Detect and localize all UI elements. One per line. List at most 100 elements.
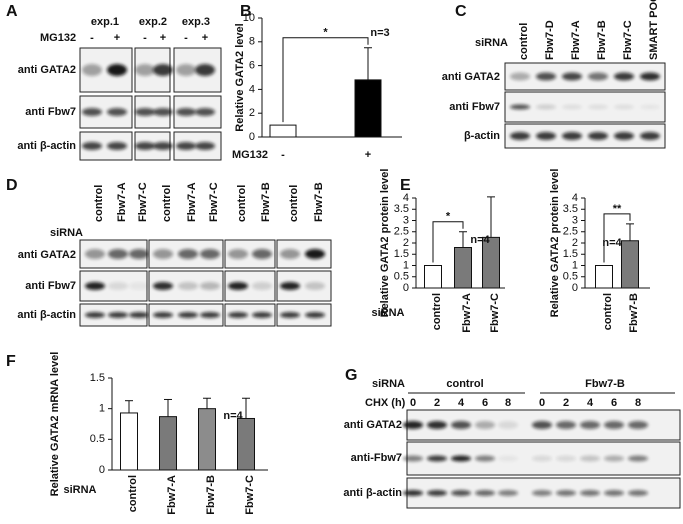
band (536, 72, 556, 81)
experiment-label: exp.3 (182, 16, 210, 28)
band (427, 455, 447, 462)
band (153, 64, 173, 76)
band (562, 72, 582, 81)
band (153, 142, 173, 150)
band (305, 312, 325, 318)
band (178, 282, 198, 290)
band (85, 312, 105, 318)
y-tick-label: 0 (572, 282, 578, 294)
y-axis-title: Relative GATA2 mRNA level (49, 352, 61, 497)
chx-label: CHX (h) (365, 397, 406, 409)
time-label: 4 (587, 397, 594, 409)
bar (621, 240, 639, 289)
lane-label: - (90, 32, 94, 44)
band (305, 282, 325, 290)
x-axis-title: siRNA (63, 484, 96, 496)
lane-label: + (114, 32, 120, 44)
row-label: anti Fbw7 (25, 280, 76, 292)
y-tick-label: 0 (99, 464, 105, 476)
lane-label: Fbw7-A (570, 20, 582, 60)
row-label: anti β-actin (17, 309, 76, 321)
band (153, 108, 173, 116)
lane-label: control (161, 185, 173, 222)
note: n=4 (602, 237, 622, 249)
band (536, 104, 556, 110)
band (107, 142, 127, 150)
lane-label: Fbw7-B (260, 182, 272, 222)
row-label: anti GATA2 (18, 64, 76, 76)
y-tick-label: 4 (572, 192, 578, 204)
error-bar (125, 400, 133, 413)
band (129, 249, 149, 259)
band (556, 490, 576, 496)
bar (595, 265, 613, 289)
band (85, 249, 105, 259)
category-label: + (365, 149, 371, 161)
band (588, 72, 608, 81)
band (532, 455, 552, 462)
y-tick-label: 1.5 (563, 248, 578, 260)
band (178, 312, 198, 318)
y-tick-label: 3 (403, 214, 409, 226)
blot-strip (276, 303, 332, 327)
time-label: 8 (505, 397, 511, 409)
band (536, 132, 556, 140)
band (510, 104, 530, 110)
band (498, 421, 518, 429)
y-tick-label: 10 (243, 12, 255, 24)
band (556, 421, 576, 429)
band (532, 490, 552, 496)
y-tick-label: 0.5 (90, 433, 105, 445)
y-axis-title: Relative GATA2 level (234, 23, 246, 131)
band (510, 132, 530, 140)
time-label: 2 (434, 397, 440, 409)
y-tick-label: 2.5 (394, 226, 409, 238)
category-label: Fbw7-A (166, 475, 178, 515)
band (305, 249, 325, 259)
lane-label: Fbw7-B (596, 20, 608, 60)
band (135, 64, 155, 76)
row-label: anti β-actin (17, 140, 76, 152)
bar (424, 265, 442, 289)
band (604, 490, 624, 496)
band (403, 421, 423, 429)
lane-label: Fbw7-C (137, 182, 149, 222)
band (628, 421, 648, 429)
note: n=3 (370, 27, 389, 39)
band (614, 132, 634, 140)
band (228, 282, 248, 290)
lane-label: + (160, 32, 166, 44)
band (604, 455, 624, 462)
row-label: anti Fbw7 (449, 101, 500, 113)
band (403, 455, 423, 462)
y-tick-label: 2 (572, 237, 578, 249)
band (280, 282, 300, 290)
note: n=4 (470, 234, 490, 246)
band (562, 132, 582, 140)
band (562, 104, 582, 110)
bar (354, 79, 382, 138)
y-tick-label: 3.5 (563, 203, 578, 215)
error-bar (487, 196, 495, 238)
band (108, 282, 128, 290)
band (135, 108, 155, 116)
y-tick-label: 8 (249, 36, 255, 48)
band (228, 249, 248, 259)
y-tick-label: 4 (249, 83, 255, 95)
y-tick-label: 1 (99, 403, 105, 415)
significance-bracket (603, 213, 631, 263)
band (510, 72, 530, 81)
band (427, 421, 447, 429)
band (280, 249, 300, 259)
band (153, 312, 173, 318)
lane-label: SMART POOL (648, 0, 660, 60)
treatment-label: MG132 (40, 32, 76, 44)
sirna-label: siRNA (50, 227, 83, 239)
row-label: anti Fbw7 (25, 106, 76, 118)
y-axis-title: Relative GATA2 protein level (549, 169, 561, 318)
band (200, 312, 220, 318)
band (451, 490, 471, 496)
blot-strip (504, 123, 666, 149)
significance-label: * (446, 211, 451, 223)
band (451, 421, 471, 429)
